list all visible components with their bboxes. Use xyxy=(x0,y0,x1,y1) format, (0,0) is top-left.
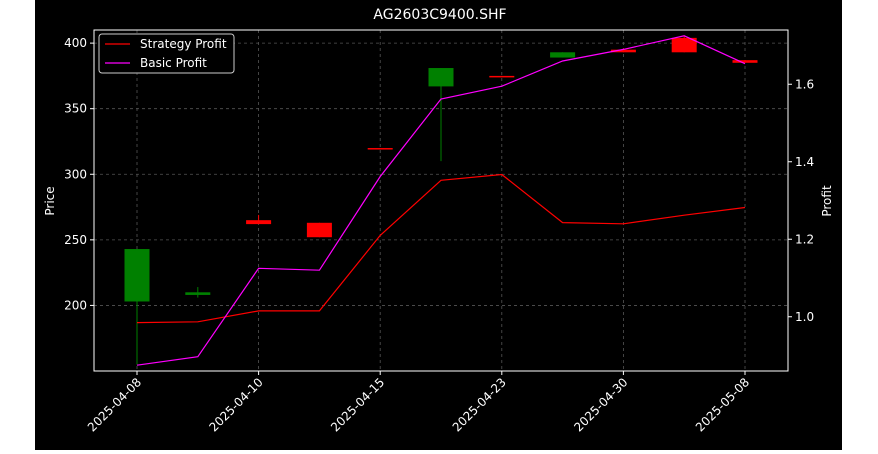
candle-body xyxy=(732,60,758,63)
y-tick-label-left: 250 xyxy=(64,233,87,247)
y-axis-label-left: Price xyxy=(43,186,57,215)
legend-label-strategy-profit: Strategy Profit xyxy=(140,37,227,51)
plot-frame xyxy=(93,29,789,372)
y-tick-label-left: 200 xyxy=(64,298,87,312)
y-tick-label-right: 1.6 xyxy=(795,77,814,91)
axis-left: 200 250 300 350 400 xyxy=(64,36,94,312)
chart-title: AG2603C9400.SHF xyxy=(373,7,506,23)
y-tick-label-right: 1.4 xyxy=(795,155,814,169)
y-axis-label-right: Profit xyxy=(820,185,834,217)
candle-body xyxy=(185,292,211,295)
candle-body xyxy=(671,37,697,53)
candle-body xyxy=(246,220,272,225)
y-tick-label-left: 300 xyxy=(64,167,87,181)
legend-box xyxy=(98,33,235,74)
y-tick-label-left: 400 xyxy=(64,36,87,50)
candle-body xyxy=(610,49,636,53)
candle-body xyxy=(550,52,576,58)
candle-body xyxy=(428,68,454,87)
legend-label-basic-profit: Basic Profit xyxy=(140,56,207,70)
candle-body xyxy=(367,148,393,150)
line-layer xyxy=(136,35,746,366)
axis-right: 1.0 1.2 1.4 1.6 xyxy=(788,77,814,324)
y-tick-label-right: 1.0 xyxy=(795,310,814,324)
candle-layer xyxy=(124,36,758,365)
legend: Strategy Profit Basic Profit xyxy=(98,33,235,74)
y-tick-label-left: 350 xyxy=(64,102,87,116)
series-line-strategy-profit xyxy=(136,173,746,324)
candle-body xyxy=(489,75,515,78)
y-tick-label-right: 1.2 xyxy=(795,232,814,246)
candle-body xyxy=(124,249,150,302)
series-line-basic-profit xyxy=(136,35,746,366)
candle-body xyxy=(306,222,332,238)
